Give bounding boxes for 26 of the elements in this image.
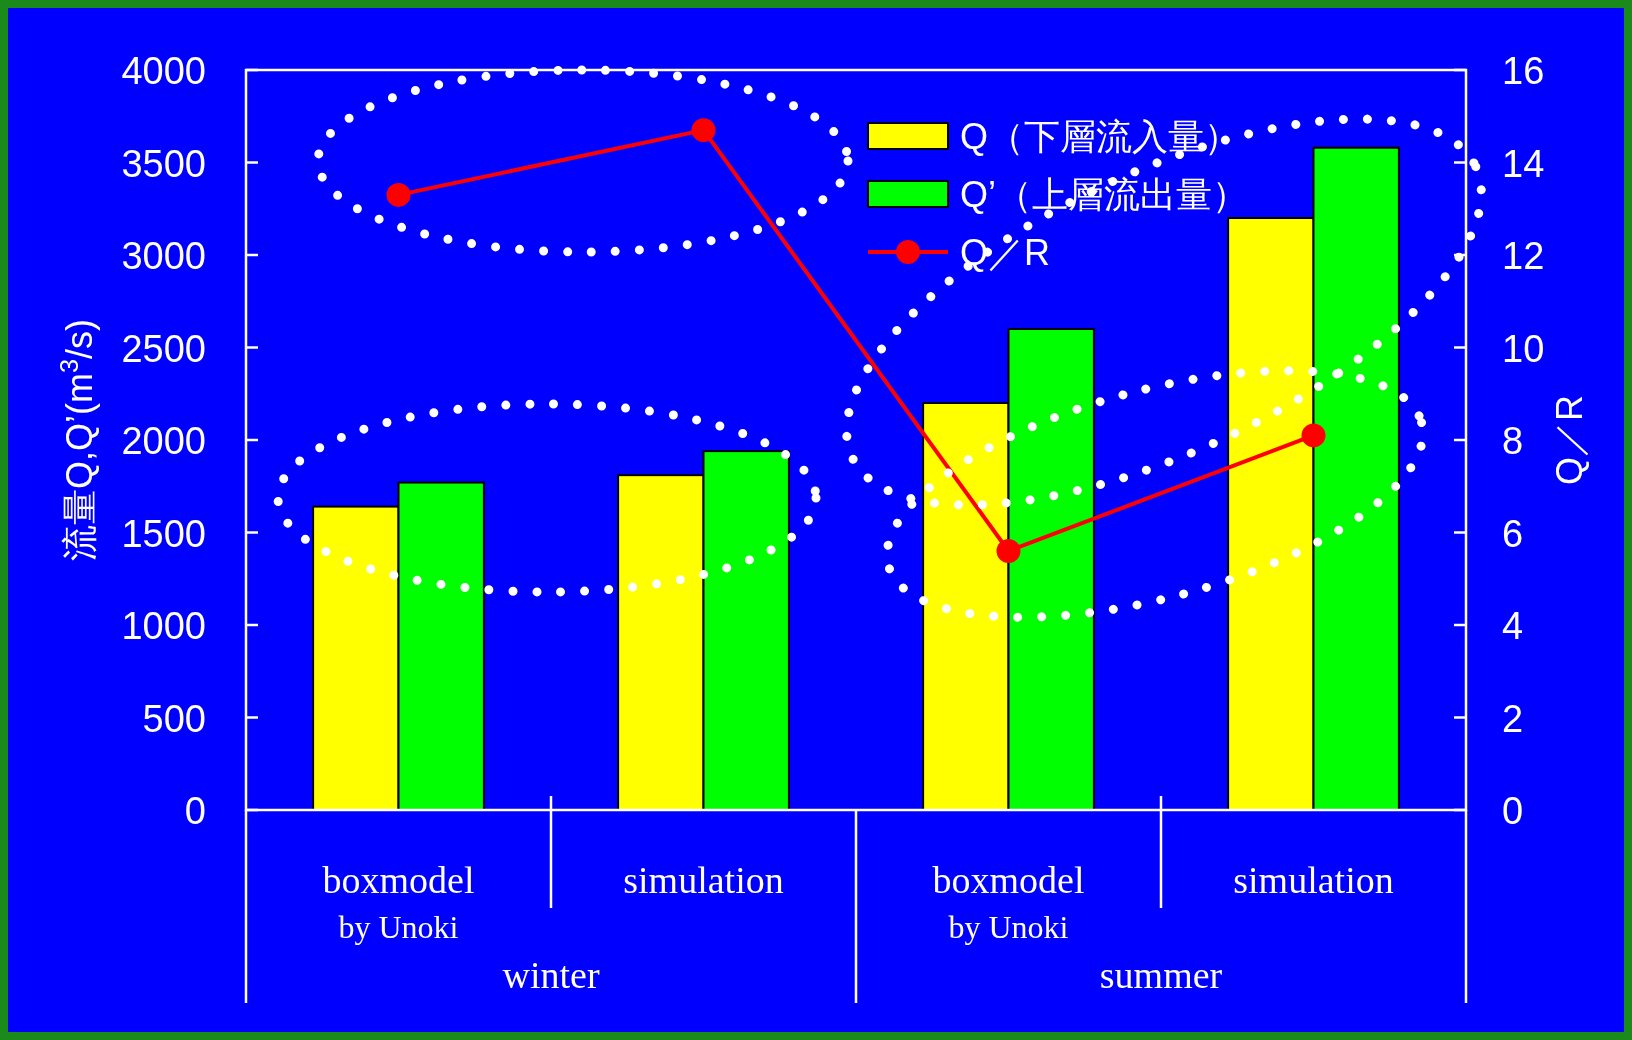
x-tick-label: simulation: [1233, 859, 1394, 901]
x-tick-label: boxmodel by Unoki: [322, 859, 475, 945]
y-tick-label: 500: [142, 697, 206, 740]
y-tick-label: 0: [184, 790, 206, 832]
y-tick-label: 4000: [121, 50, 206, 92]
y2-tick-label: 4: [1502, 605, 1524, 647]
text: winter: [502, 954, 600, 996]
y-tick-label: 2500: [121, 327, 206, 370]
y2-tick-label: 16: [1502, 50, 1545, 92]
y2-axis-title: Q／R: [1549, 395, 1590, 485]
y2-tick-label: 12: [1502, 235, 1545, 277]
y2-tick-label: 8: [1502, 420, 1524, 462]
y2-tick-label: 6: [1502, 512, 1524, 555]
y2-tick-label: 14: [1502, 142, 1545, 185]
text: summer: [1099, 954, 1223, 996]
y-tick-label: 3000: [121, 235, 206, 277]
y2-tick-label: 10: [1502, 327, 1545, 370]
y-tick-label: 1500: [121, 512, 206, 555]
legend-label: Q（下層流入量）: [960, 116, 1241, 157]
y2-tick-label: 0: [1502, 790, 1524, 832]
y2-tick-label: 2: [1502, 697, 1524, 740]
y-tick-label: 3500: [121, 142, 206, 185]
x-tick-label: boxmodel by Unoki: [932, 859, 1085, 945]
y-tick-label: 2000: [121, 420, 206, 462]
x-tick-label: simulation: [623, 859, 784, 901]
y-tick-label: 1000: [121, 605, 206, 647]
